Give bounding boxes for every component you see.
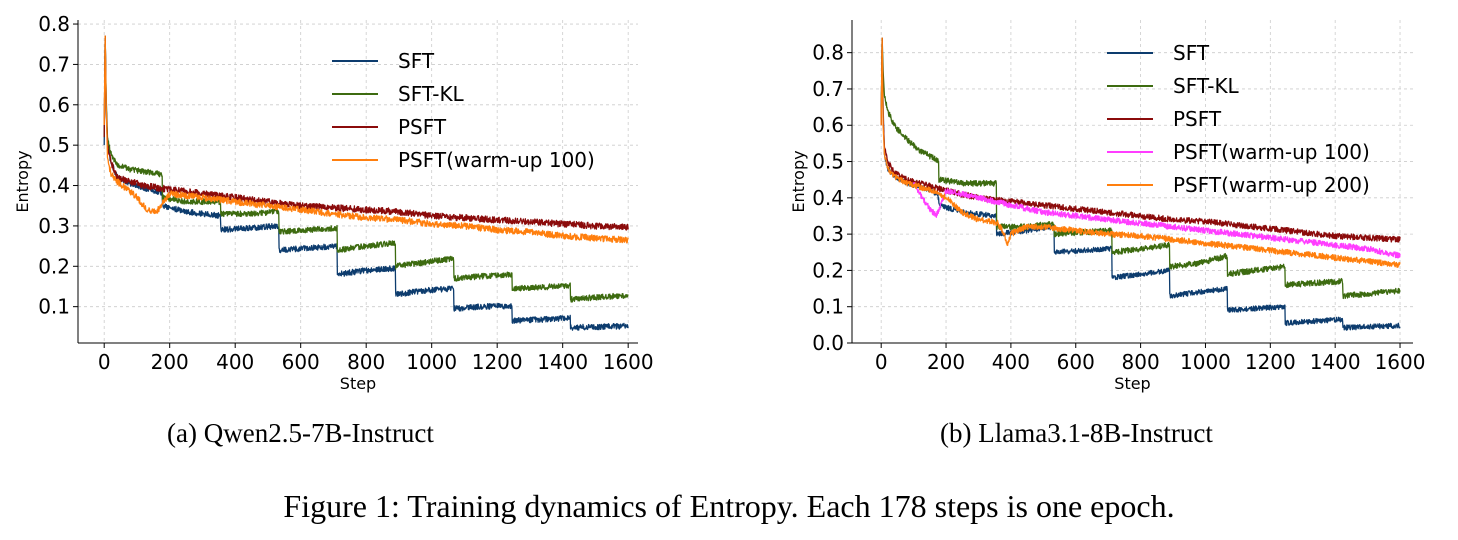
x-tick-label: 800 [1122, 350, 1160, 374]
y-tick-label: 0.3 [812, 222, 844, 246]
y-tick-label: 0.6 [812, 113, 844, 137]
legend-label: SFT-KL [1173, 74, 1240, 98]
x-tick-label: 1200 [1245, 350, 1296, 374]
x-tick-label: 1000 [1180, 350, 1231, 374]
entropy-chart-qwen: 0 200 400 600 800 1000 1200 1400 1600 0.1 0.2 0.3 0.… [13, 12, 654, 393]
x-tick-label: 800 [347, 350, 385, 374]
x-tick-label: 400 [992, 350, 1030, 374]
y-tick-label: 0.1 [38, 295, 70, 319]
series-line-psft-warm-up-200 [880, 37, 1401, 269]
y-tick-label: 0.4 [38, 174, 70, 198]
subfigure-caption-b: (b) Llama3.1-8B-Instruct [940, 418, 1213, 448]
y-tick-label: 0.0 [812, 331, 844, 355]
x-tick-label: 600 [1057, 350, 1095, 374]
legend-label: PSFT(warm-up 100) [398, 148, 595, 172]
legend-label: PSFT [398, 115, 447, 139]
x-axis-label: Step [340, 374, 376, 393]
legend-label: SFT-KL [398, 82, 465, 106]
legend-label: PSFT(warm-up 200) [1173, 173, 1370, 197]
legend-label: PSFT(warm-up 100) [1173, 140, 1370, 164]
legend: SFT SFT-KL PSFT PSFT(warm-up 100) PSFT(warm-… [1107, 41, 1370, 197]
subfigure-caption-a: (a) Qwen2.5-7B-Instruct [167, 418, 434, 448]
series-line-psft-warm-up-100 [103, 35, 629, 244]
legend-label: PSFT [1173, 107, 1222, 131]
x-tick-label: 200 [927, 350, 965, 374]
legend-label: SFT [1173, 41, 1210, 65]
x-tick-label: 600 [282, 350, 320, 374]
entropy-chart-llama: 0 200 400 600 800 1000 1200 1400 1600 0.0 0.1 0.2 0.… [789, 20, 1426, 393]
x-tick-label: 1600 [1375, 350, 1426, 374]
series-line-sft-kl [103, 35, 629, 303]
x-axis-label: Step [1114, 374, 1150, 393]
y-tick-label: 0.7 [812, 77, 844, 101]
series-line-sft-kl [880, 37, 1401, 300]
x-tick-label: 200 [151, 350, 189, 374]
x-tick-label: 1600 [603, 350, 654, 374]
series-line-psft [103, 35, 629, 231]
y-tick-label: 0.2 [812, 258, 844, 282]
y-tick-label: 0.4 [812, 186, 844, 210]
x-tick-label: 0 [98, 350, 111, 374]
y-tick-label: 0.8 [812, 41, 844, 65]
x-tick-label: 1200 [472, 350, 523, 374]
x-tick-label: 1400 [1310, 350, 1361, 374]
y-tick-label: 0.3 [38, 214, 70, 238]
figure-caption: Figure 1: Training dynamics of Entropy. … [283, 488, 1175, 524]
series-line-sft [103, 35, 629, 331]
y-tick-label: 0.6 [38, 93, 70, 117]
x-tick-label: 0 [875, 350, 888, 374]
y-tick-label: 0.5 [812, 150, 844, 174]
y-tick-label: 0.7 [38, 52, 70, 76]
series-line-psft-warm-up-100 [912, 181, 1401, 259]
y-tick-label: 0.5 [38, 133, 70, 157]
y-tick-label: 0.2 [38, 254, 70, 278]
legend: SFT SFT-KL PSFT PSFT(warm-up 100) [332, 49, 595, 172]
x-tick-label: 1000 [406, 350, 457, 374]
y-tick-label: 0.8 [38, 12, 70, 36]
y-tick-label: 0.1 [812, 295, 844, 319]
x-tick-label: 400 [216, 350, 254, 374]
x-tick-label: 1400 [537, 350, 588, 374]
y-axis-label: Entropy [13, 150, 32, 212]
legend-label: SFT [398, 49, 435, 73]
y-axis-label: Entropy [789, 150, 808, 212]
